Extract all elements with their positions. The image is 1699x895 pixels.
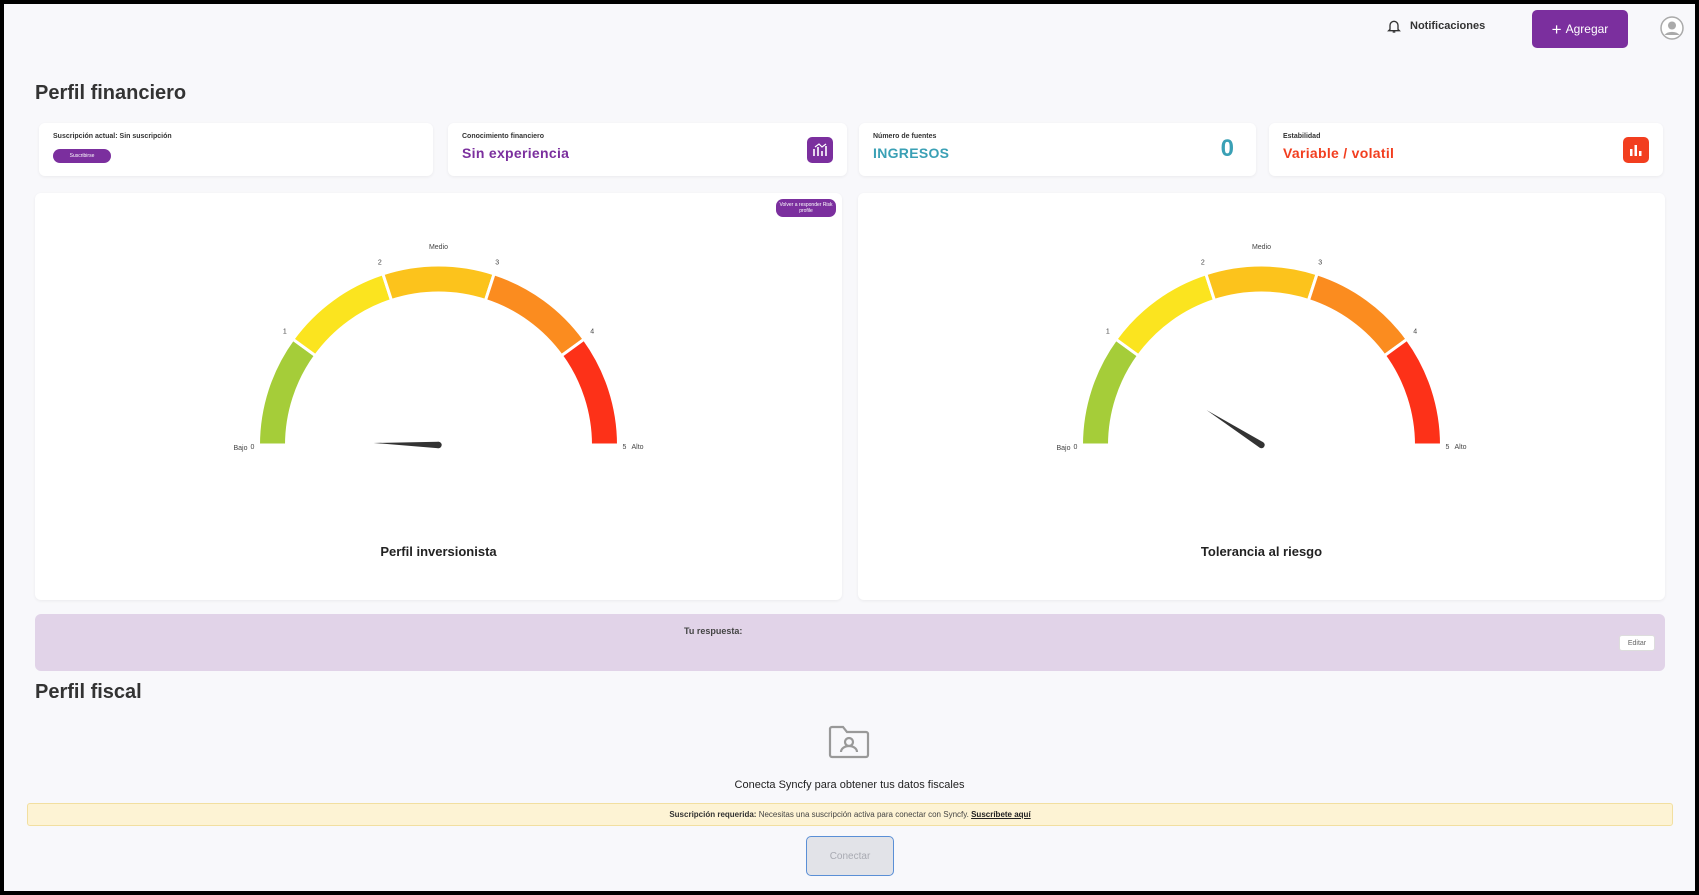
- investor-segment-3: [483, 271, 587, 358]
- investor-mid-label: Medio: [429, 244, 448, 251]
- investor-tick-0: 0: [251, 444, 255, 451]
- answer-bar: Tu respuesta: Editar: [35, 614, 1665, 671]
- risk-segment-3: [1306, 271, 1410, 358]
- risk-needle: [1206, 410, 1264, 448]
- subscribe-here-link[interactable]: Suscríbete aquí: [971, 810, 1031, 819]
- bar-chart-icon: [1623, 137, 1649, 163]
- risk-tick-1: 1: [1106, 328, 1110, 335]
- investor-needle: [373, 441, 439, 449]
- warning-text: Necesitas una suscripción activa para co…: [756, 810, 972, 819]
- investor-needle-hub: [435, 441, 442, 449]
- risk-segment-2: [1203, 263, 1320, 303]
- risk-mid-label: Medio: [1252, 244, 1271, 251]
- add-button[interactable]: + Agregar: [1532, 10, 1628, 48]
- investor-profile-card: Volver a responder Risk profile 0 1 2 3 4 5 Ba…: [35, 193, 842, 600]
- answer-label: Tu respuesta:: [684, 626, 743, 636]
- user-avatar-icon[interactable]: [1660, 16, 1684, 40]
- knowledge-label: Conocimiento financiero: [462, 133, 545, 140]
- subscription-label-row: Suscripción actual: Sin suscripción: [53, 133, 172, 140]
- risk-tick-3: 3: [1318, 259, 1322, 266]
- add-label: Agregar: [1565, 22, 1609, 36]
- risk-tolerance-card: 0 1 2 3 4 5 Bajo Alto Medio Tolerancia al riesgo: [858, 193, 1665, 600]
- risk-needle-hub: [1258, 441, 1265, 449]
- subscription-card: Suscripción actual: Sin suscripción Susc…: [39, 123, 433, 176]
- investor-gauge: 0 1 2 3 4 5 Bajo Alto Medio: [234, 244, 644, 452]
- connect-button[interactable]: Conectar: [806, 836, 894, 876]
- investor-tick-2: 2: [378, 259, 382, 266]
- plus-icon: +: [1551, 19, 1562, 39]
- sources-label: Número de fuentes: [873, 133, 937, 140]
- income-sources-card: Número de fuentes INGRESOS 0: [859, 123, 1256, 176]
- investor-tick-3: 3: [495, 259, 499, 266]
- investor-tick-1: 1: [283, 328, 287, 335]
- bell-icon: [1387, 20, 1401, 33]
- investor-gauge-title: Perfil inversionista: [380, 544, 497, 559]
- stability-value: Variable / volatil: [1283, 145, 1395, 161]
- risk-segment-0: [1079, 337, 1141, 447]
- risk-tick-5: 5: [1446, 444, 1450, 451]
- risk-gauge-title: Tolerancia al riesgo: [1200, 544, 1323, 559]
- subscription-label: Suscripción actual:: [53, 133, 118, 140]
- risk-segment-1: [1113, 271, 1217, 358]
- warning-bold: Suscripción requerida:: [669, 810, 757, 819]
- connect-syncfy-text: Conecta Syncfy para obtener tus datos fi…: [734, 779, 965, 791]
- risk-high-label: Alto: [1455, 444, 1467, 451]
- investor-high-label: Alto: [632, 444, 644, 451]
- subscription-warning: Suscripción requerida: Necesitas una sus…: [27, 803, 1673, 826]
- subscribe-button[interactable]: Suscribirse: [53, 149, 111, 163]
- investor-tick-4: 4: [590, 328, 594, 335]
- subscription-value: Sin suscripción: [119, 133, 172, 140]
- risk-gauge: 0 1 2 3 4 5 Bajo Alto Medio: [1057, 244, 1467, 452]
- risk-tick-0: 0: [1074, 444, 1078, 451]
- investor-segment-1: [290, 271, 394, 358]
- stability-card: Estabilidad Variable / volatil: [1269, 123, 1663, 176]
- stability-label: Estabilidad: [1283, 133, 1321, 140]
- investor-segment-0: [256, 337, 318, 447]
- risk-tick-2: 2: [1201, 259, 1205, 266]
- investor-low-label: Bajo: [234, 445, 248, 452]
- sources-value: INGRESOS: [873, 145, 950, 161]
- app-frame: Notificaciones + Agregar Perfil financie…: [4, 4, 1695, 891]
- folder-user-icon: [828, 725, 870, 759]
- risk-segment-4: [1382, 337, 1444, 447]
- investor-segment-2: [380, 263, 497, 303]
- risk-tick-4: 4: [1413, 328, 1417, 335]
- knowledge-card: Conocimiento financiero Sin experiencia: [448, 123, 847, 176]
- notifications-label: Notificaciones: [1410, 20, 1486, 32]
- chart-growth-icon: [807, 137, 833, 163]
- investor-tick-5: 5: [623, 444, 627, 451]
- sources-count: 0: [1220, 135, 1234, 162]
- knowledge-value: Sin experiencia: [462, 145, 570, 161]
- retry-risk-profile-button[interactable]: Volver a responder Risk profile: [776, 199, 836, 217]
- edit-button[interactable]: Editar: [1619, 635, 1655, 651]
- financial-profile-title: Perfil financiero: [35, 82, 187, 104]
- fiscal-profile-title: Perfil fiscal: [35, 681, 142, 703]
- investor-segment-4: [559, 337, 621, 447]
- risk-low-label: Bajo: [1057, 445, 1071, 452]
- notifications-button[interactable]: Notificaciones: [1386, 18, 1485, 34]
